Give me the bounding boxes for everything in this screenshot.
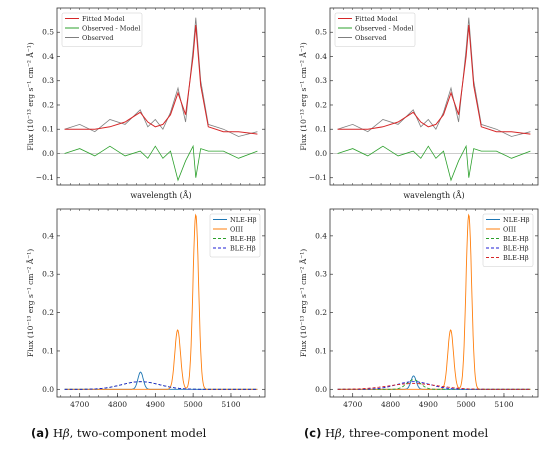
legend-label: Observed - Model — [82, 25, 140, 33]
y-tick-label: 0.0 — [42, 385, 54, 394]
y-tick-label: 0.2 — [42, 100, 54, 109]
legend-label: Observed - Model — [355, 25, 413, 33]
y-tick-label: −0.1 — [309, 173, 327, 182]
y-tick-label: 0.1 — [42, 125, 54, 134]
legend-label: OIII — [230, 226, 243, 234]
caption-c-greek: β — [335, 426, 342, 440]
y-tick-label: 0.4 — [315, 52, 327, 61]
legend-label: BLE-Hβ — [503, 254, 529, 262]
series-ble-h- — [337, 383, 531, 390]
y-axis-label: Flux (10⁻¹³ erg s⁻¹ cm⁻² Å⁻¹) — [26, 249, 35, 357]
y-tick-label: 0.5 — [42, 28, 54, 37]
legend-label: Observed — [82, 34, 113, 42]
series-ble-h- — [64, 381, 258, 390]
x-tick-label: 5000 — [457, 400, 476, 409]
series-ble-h- — [64, 381, 258, 390]
legend-label: BLE-Hβ — [503, 245, 529, 253]
x-tick-label: 4800 — [108, 400, 127, 409]
y-tick-label: 0.0 — [42, 149, 54, 158]
x-tick-label: 5000 — [184, 400, 203, 409]
legend-label: BLE-Hβ — [230, 245, 256, 253]
series-observed-model — [64, 144, 258, 182]
legend-label: NLE-Hβ — [503, 216, 530, 224]
series-nle-h- — [64, 371, 258, 390]
caption-a-ion: H — [52, 426, 63, 440]
legend-box — [334, 12, 416, 47]
y-tick-label: 0.3 — [315, 76, 327, 85]
legend-label: Observed — [355, 34, 386, 42]
legend-box — [61, 12, 143, 47]
caption-c: (c) Hβ, three-component model — [304, 426, 488, 440]
legend-label: NLE-Hβ — [230, 216, 257, 224]
x-tick-label: 5100 — [494, 400, 513, 409]
y-tick-label: 0.3 — [42, 76, 54, 85]
y-tick-label: −0.1 — [36, 173, 54, 182]
caption-a-tag: (a) — [31, 426, 50, 440]
legend-label: OIII — [503, 226, 516, 234]
y-tick-label: 0.3 — [42, 270, 54, 279]
legend-box — [482, 213, 534, 267]
y-tick-label: 0.2 — [315, 308, 327, 317]
caption-c-ion: H — [325, 426, 336, 440]
y-tick-label: 0.4 — [42, 52, 54, 61]
legend-label: BLE-Hβ — [503, 235, 529, 243]
x-tick-label: 4900 — [419, 400, 438, 409]
caption-a-text: , two-component model — [69, 426, 207, 440]
caption-a: (a) Hβ, two-component model — [31, 426, 206, 440]
y-tick-label: 0.4 — [42, 231, 54, 240]
caption-c-tag: (c) — [304, 426, 322, 440]
x-tick-label: 4800 — [381, 400, 400, 409]
plot-frame — [56, 7, 266, 186]
y-tick-label: 0.4 — [315, 231, 327, 240]
plot-frame — [329, 208, 539, 398]
y-tick-label: 0.0 — [315, 149, 327, 158]
y-tick-label: 0.0 — [315, 385, 327, 394]
x-tick-label: 4900 — [146, 400, 165, 409]
y-tick-label: 0.1 — [315, 125, 327, 134]
y-tick-label: 0.1 — [42, 346, 54, 355]
y-axis-label: Flux (10⁻¹³ erg s⁻¹ cm⁻² Å⁻¹) — [299, 249, 308, 357]
legend-label: BLE-Hβ — [230, 235, 256, 243]
series-fitted-model — [64, 24, 258, 135]
legend-label: Fitted Model — [355, 15, 398, 23]
caption-c-text: , three-component model — [341, 426, 489, 440]
y-tick-label: 0.3 — [315, 270, 327, 279]
series-fitted-model — [337, 24, 531, 135]
series-observed-model — [337, 144, 531, 182]
x-tick-label: 5100 — [221, 400, 240, 409]
x-tick-label: 4700 — [70, 400, 89, 409]
caption-a-greek: β — [62, 426, 70, 440]
y-tick-label: 0.5 — [315, 28, 327, 37]
series-ble-h- — [337, 379, 531, 390]
y-tick-label: 0.2 — [42, 308, 54, 317]
series-nle-h- — [337, 375, 531, 390]
y-axis-label: Flux (10⁻¹³ erg s⁻¹ cm⁻² Å⁻¹) — [299, 42, 308, 150]
plot-frame — [329, 7, 539, 186]
x-tick-label: 4700 — [343, 400, 362, 409]
legend-box — [209, 213, 261, 258]
y-tick-label: 0.2 — [315, 100, 327, 109]
y-tick-label: 0.1 — [315, 346, 327, 355]
legend-label: Fitted Model — [82, 15, 125, 23]
x-axis-label: wavelength (Å) — [403, 191, 464, 200]
x-axis-label: wavelength (Å) — [130, 191, 191, 200]
plot-frame — [56, 208, 266, 398]
y-axis-label: Flux (10⁻¹³ erg s⁻¹ cm⁻² Å⁻¹) — [26, 42, 35, 150]
